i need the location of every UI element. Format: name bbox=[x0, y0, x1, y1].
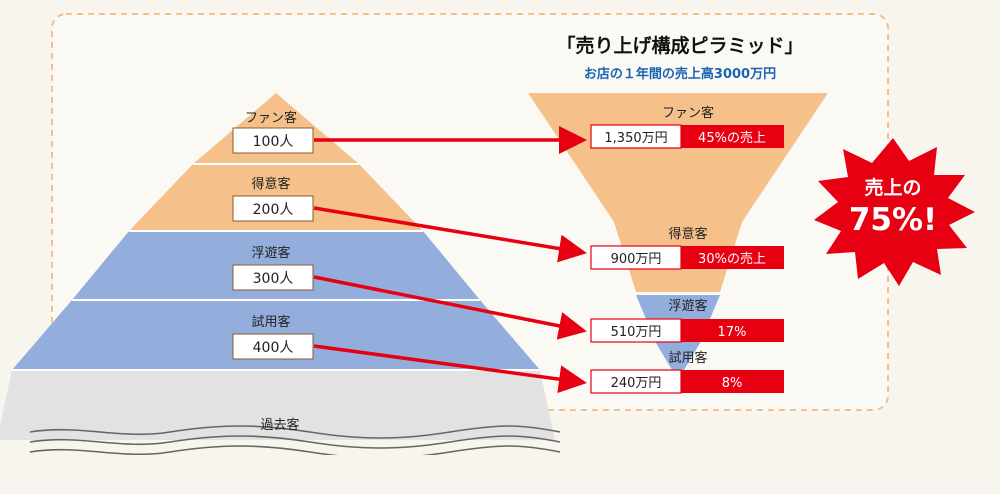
share-floating: 17% bbox=[718, 325, 747, 340]
amount-regular: 900万円 bbox=[611, 252, 662, 267]
arrow-regular bbox=[313, 206, 587, 263]
funnel-label-regular: 得意客 bbox=[668, 226, 707, 242]
tier-label-floating: 浮遊客 bbox=[251, 245, 290, 261]
share-regular: 30%の売上 bbox=[698, 251, 766, 267]
arrow-trial bbox=[313, 344, 587, 394]
funnel-label-fan: ファン客 bbox=[662, 105, 714, 121]
count-fan: 100人 bbox=[253, 134, 294, 150]
share-trial: 8% bbox=[722, 376, 743, 391]
base-wave-lines bbox=[29, 425, 561, 459]
callout-line2: 75%! bbox=[849, 202, 937, 238]
share-fan: 45%の売上 bbox=[698, 130, 766, 146]
callout-line1: 売上の bbox=[864, 176, 921, 199]
count-floating: 300人 bbox=[253, 271, 294, 287]
pyramid-tier-past bbox=[0, 370, 555, 440]
tier-label-trial: 試用客 bbox=[251, 314, 290, 330]
arrow-floating bbox=[313, 275, 587, 340]
count-regular: 200人 bbox=[253, 202, 294, 218]
tier-label-past: 過去客 bbox=[260, 417, 299, 433]
share-box-trial bbox=[681, 370, 784, 393]
share-box-regular bbox=[681, 246, 784, 269]
amount-trial: 240万円 bbox=[611, 376, 662, 391]
count-trial: 400人 bbox=[253, 340, 294, 356]
count-box-fan bbox=[232, 127, 314, 154]
tier-label-fan: ファン客 bbox=[245, 110, 297, 126]
amount-floating: 510万円 bbox=[611, 325, 662, 340]
share-box-fan bbox=[681, 125, 784, 148]
funnel-band-trial bbox=[656, 343, 700, 380]
diagram-title: 「売り上げ構成ピラミッド」 bbox=[556, 34, 803, 57]
amount-fan: 1,350万円 bbox=[604, 131, 667, 146]
share-box-floating bbox=[681, 319, 784, 342]
starburst-callout bbox=[814, 138, 975, 286]
count-box-floating bbox=[232, 264, 314, 291]
funnel-label-trial: 試用客 bbox=[668, 350, 707, 366]
count-box-trial bbox=[232, 333, 314, 360]
tier-label-regular: 得意客 bbox=[251, 176, 290, 192]
diagram-subtitle: お店の１年間の売上高3000万円 bbox=[584, 66, 776, 82]
funnel-label-floating: 浮遊客 bbox=[668, 298, 707, 314]
count-box-regular bbox=[232, 195, 314, 222]
